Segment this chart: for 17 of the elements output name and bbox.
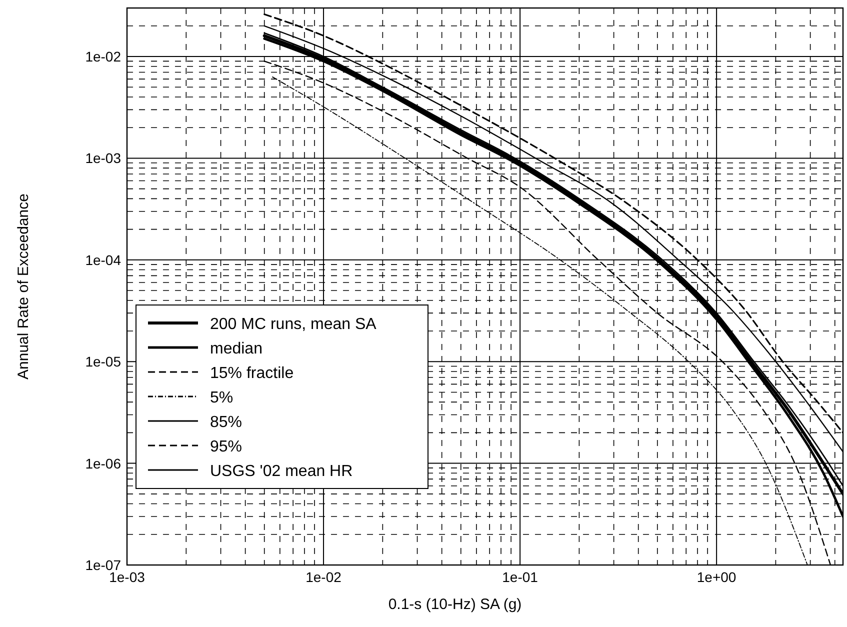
y-tick-label: 1e-06 — [85, 455, 122, 472]
legend-label: USGS '02 mean HR — [210, 463, 353, 480]
legend-label: 5% — [210, 390, 234, 406]
legend-label: 200 MC runs, mean SA — [210, 316, 377, 333]
y-axis-title: Annual Rate of Exceedance — [15, 194, 32, 380]
x-tick-label: 1e+00 — [696, 569, 736, 585]
x-tick-label: 1e-02 — [306, 569, 342, 585]
legend-label: median — [210, 340, 262, 358]
y-tick-label: 1e-04 — [85, 252, 122, 268]
legend-label: 95% — [210, 438, 242, 456]
legend-label: 85% — [210, 414, 242, 431]
y-tick-label: 1e-05 — [85, 354, 122, 370]
y-tick-label: 1e-03 — [85, 150, 122, 166]
x-tick-label: 1e-01 — [502, 569, 538, 585]
x-axis-title: 0.1-s (10-Hz) SA (g) — [388, 596, 522, 613]
y-tick-label: 1e-02 — [85, 48, 122, 65]
legend-label: 15% fractile — [210, 365, 294, 382]
